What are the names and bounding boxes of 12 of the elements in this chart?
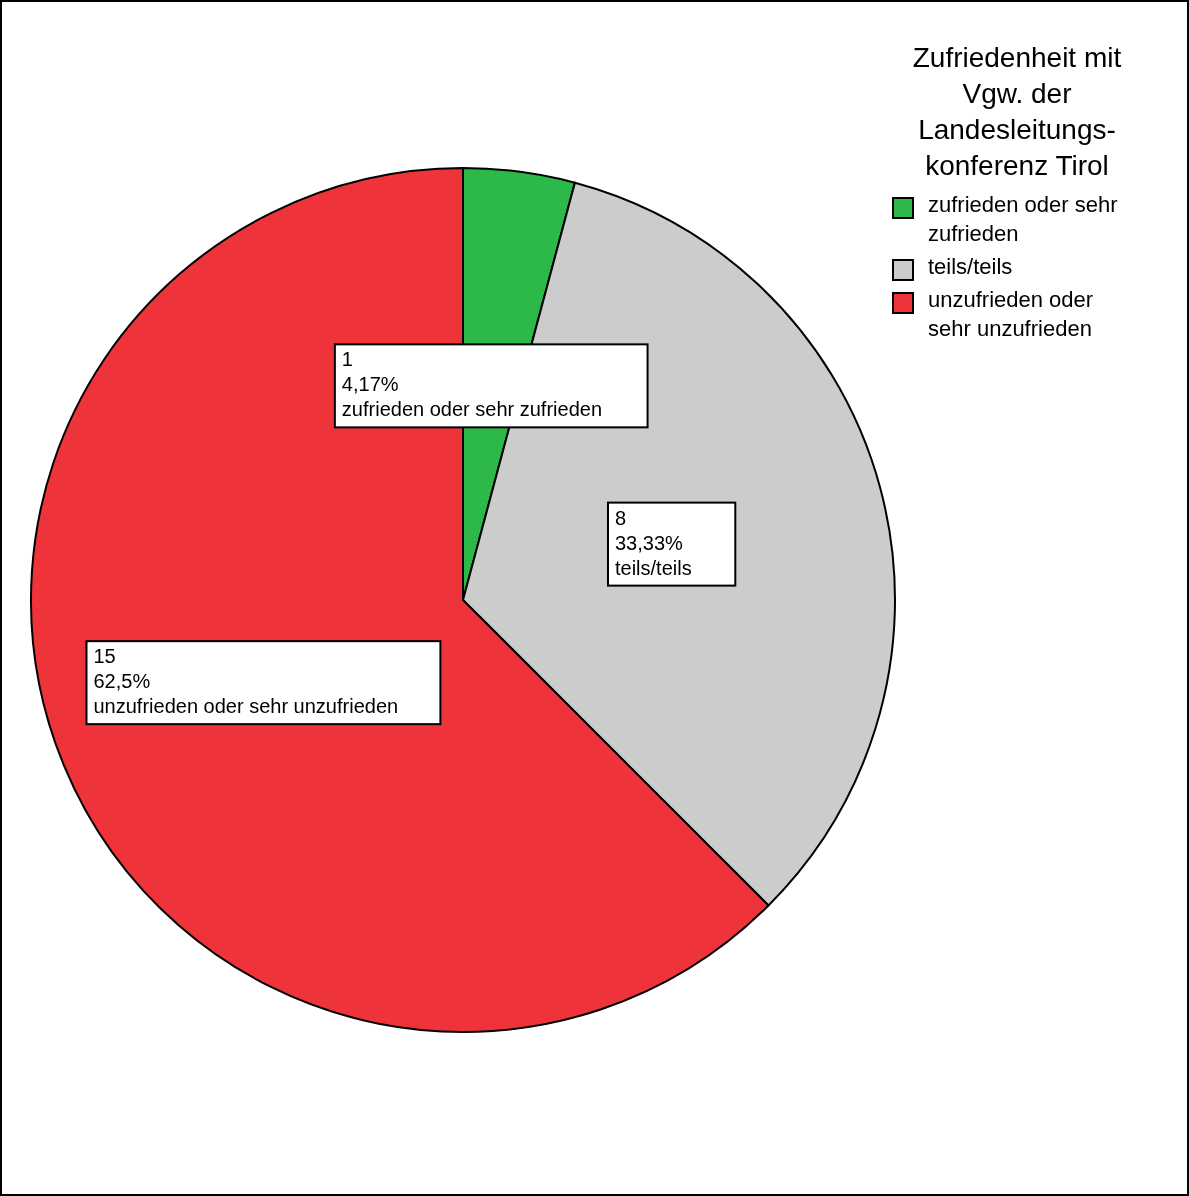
legend-label: teils/teils [928, 253, 1014, 281]
text: 1 [341, 348, 353, 371]
legend-title: Zufriedenheit mit Vgw. der Landesleitungs- konferenz Tirol [911, 41, 1123, 183]
slice-label: teils/teils [615, 556, 692, 579]
slice-label: zufrieden oder sehr zufrieden [341, 398, 603, 421]
data-label: 62,5% [93, 670, 151, 693]
legend-label: unzufrieden oder sehr unzufrieden [928, 286, 1095, 343]
data-label: 33,33% [615, 531, 684, 554]
data-label: 4,17% [341, 373, 399, 396]
text: 8 [615, 506, 627, 529]
text: 15 [93, 645, 116, 668]
slice-label: unzufrieden oder sehr unzufrieden [93, 695, 399, 718]
